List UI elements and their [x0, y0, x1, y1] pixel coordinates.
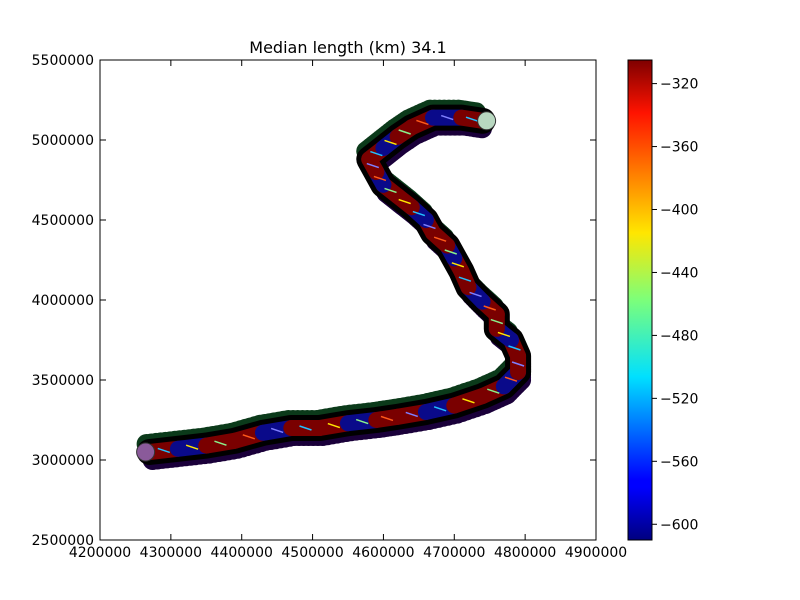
trace-streak — [398, 198, 411, 205]
trace-streak — [185, 444, 199, 450]
trace-streak — [157, 447, 171, 454]
x-tick-label: 4700000 — [423, 545, 485, 561]
colorbar-tick-label: −520 — [660, 391, 698, 407]
trace-streak — [384, 187, 397, 194]
trace-end-marker — [477, 111, 497, 131]
y-axis: 2500000 3000000 3500000 4000000 4500000 50000… — [32, 53, 596, 549]
trace-streak — [366, 162, 380, 169]
y-tick-label: 4000000 — [32, 293, 94, 309]
colorbar-tick-label: −440 — [660, 265, 698, 281]
trace-streak — [433, 406, 447, 412]
trace-layer — [136, 99, 532, 470]
trace-streak — [370, 150, 383, 157]
trace-bands — [141, 109, 527, 460]
trace-streak — [483, 305, 496, 311]
trace-streak — [373, 175, 387, 182]
trace-streak — [487, 388, 500, 394]
colorbar-tick-label: −400 — [660, 203, 698, 219]
y-tick-label: 3500000 — [32, 373, 94, 389]
trace-streak — [508, 345, 521, 351]
x-tick-label: 4900000 — [565, 545, 627, 561]
trace-streak — [214, 440, 227, 446]
x-tick-label: 4300000 — [140, 545, 202, 561]
trace-streak — [270, 427, 284, 434]
y-tick-label: 5000000 — [32, 133, 94, 149]
trace-streak — [412, 210, 426, 217]
y-tick-label: 3000000 — [32, 453, 94, 469]
x-tick-label: 4400000 — [211, 545, 273, 561]
trace-streak — [440, 114, 454, 121]
x-tick-label: 4600000 — [352, 545, 414, 561]
x-axis: 4200000 4300000 4400000 4500000 4600000 47000… — [69, 60, 627, 561]
colorbar-tick-label: −360 — [660, 140, 698, 156]
trace-streak — [398, 129, 411, 135]
colorbar-tick-label: −480 — [660, 328, 698, 344]
trace-streak — [444, 249, 457, 255]
trace-streak — [451, 262, 465, 268]
y-tick-label: 4500000 — [32, 213, 94, 229]
trace-streak — [299, 425, 312, 431]
x-tick-label: 4500000 — [281, 545, 343, 561]
trace-start-marker — [136, 442, 156, 462]
trace-streak — [327, 422, 341, 429]
trace-streak — [433, 236, 447, 242]
trace-streak — [511, 361, 525, 367]
trace-streak — [384, 139, 397, 146]
trace-streak — [490, 318, 504, 325]
y-tick-label: 2500000 — [32, 533, 94, 549]
colorbar-tick-label: −320 — [660, 77, 698, 93]
trace-streak — [423, 223, 436, 230]
trace-streak — [469, 291, 482, 298]
trace-streak — [242, 434, 256, 440]
colorbar-axis: −320 −360 −400 −440 −480 −520 −560 −600 — [652, 77, 698, 533]
trace-streak — [465, 116, 479, 122]
trace-streak — [504, 376, 518, 382]
trace-streak — [355, 418, 369, 425]
plot-area — [100, 60, 596, 540]
chart-title: Median length (km) 34.1 — [249, 38, 446, 57]
trace-streak — [497, 331, 511, 338]
trace-streak — [380, 415, 394, 422]
trace-streak — [458, 276, 472, 282]
colorbar-tick-label: −600 — [660, 517, 698, 533]
colorbar-tick-label: −560 — [660, 454, 698, 470]
x-tick-label: 4800000 — [494, 545, 556, 561]
y-tick-label: 5500000 — [32, 53, 94, 69]
colorbar — [627, 59, 653, 541]
trace-streak — [405, 411, 419, 418]
trace-streak — [462, 398, 475, 404]
x-tick-label: 4200000 — [69, 545, 131, 561]
trace-streak — [416, 119, 429, 126]
